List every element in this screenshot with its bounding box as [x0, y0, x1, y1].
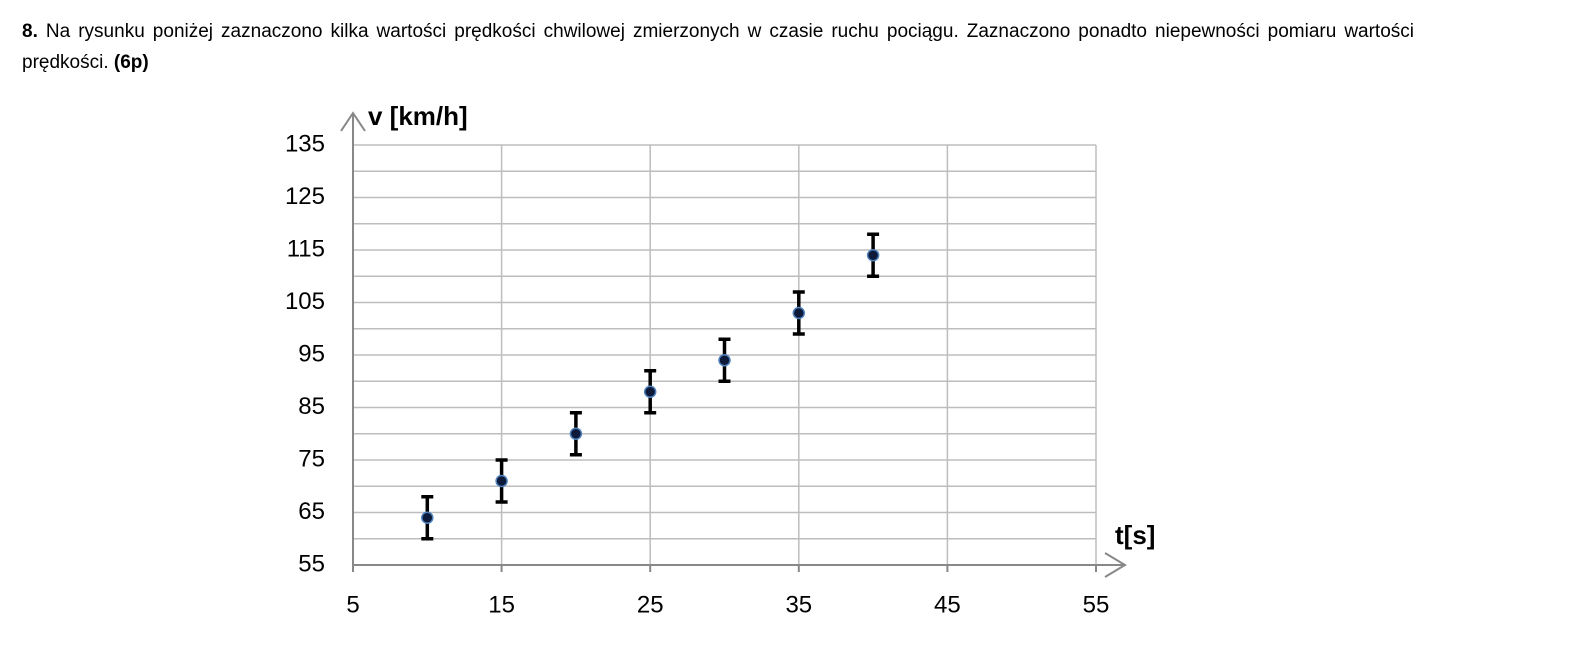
y-tick-label: 105 — [285, 288, 325, 315]
x-axis-label: t[s] — [1115, 520, 1155, 550]
y-tick-label: 75 — [298, 445, 325, 472]
question-number: 8. — [22, 21, 38, 42]
data-point — [866, 249, 880, 262]
question: 8. Na rysunku poniżej zaznaczono kilka w… — [22, 16, 1414, 78]
y-tick-label: 125 — [285, 183, 325, 210]
y-tick-label: 115 — [287, 235, 325, 262]
x-axis — [353, 552, 1127, 578]
y-tick-label: 65 — [298, 498, 325, 525]
data-point — [718, 354, 731, 367]
y-tick-label: 135 — [285, 130, 325, 157]
data-point — [569, 427, 583, 440]
data-point — [421, 511, 434, 524]
data-point — [792, 306, 806, 320]
x-tick-label: 35 — [785, 591, 812, 618]
x-tick-label: 15 — [488, 591, 515, 618]
x-tick-label: 45 — [934, 591, 961, 618]
data-point — [643, 385, 657, 398]
y-axis — [340, 111, 366, 565]
x-tick-label: 5 — [346, 591, 359, 618]
y-tick-label: 95 — [298, 340, 325, 367]
question-points: (6p) — [113, 52, 149, 73]
y-axis-label: v [km/h] — [368, 101, 468, 131]
y-tick-label: 55 — [298, 550, 325, 577]
question-text: Na rysunku poniżej zaznaczono kilka wart… — [22, 21, 1415, 73]
x-tick-label: 55 — [1083, 591, 1110, 618]
x-tick-label: 25 — [637, 591, 664, 618]
y-tick-label: 85 — [298, 393, 325, 420]
data-point — [495, 474, 508, 488]
